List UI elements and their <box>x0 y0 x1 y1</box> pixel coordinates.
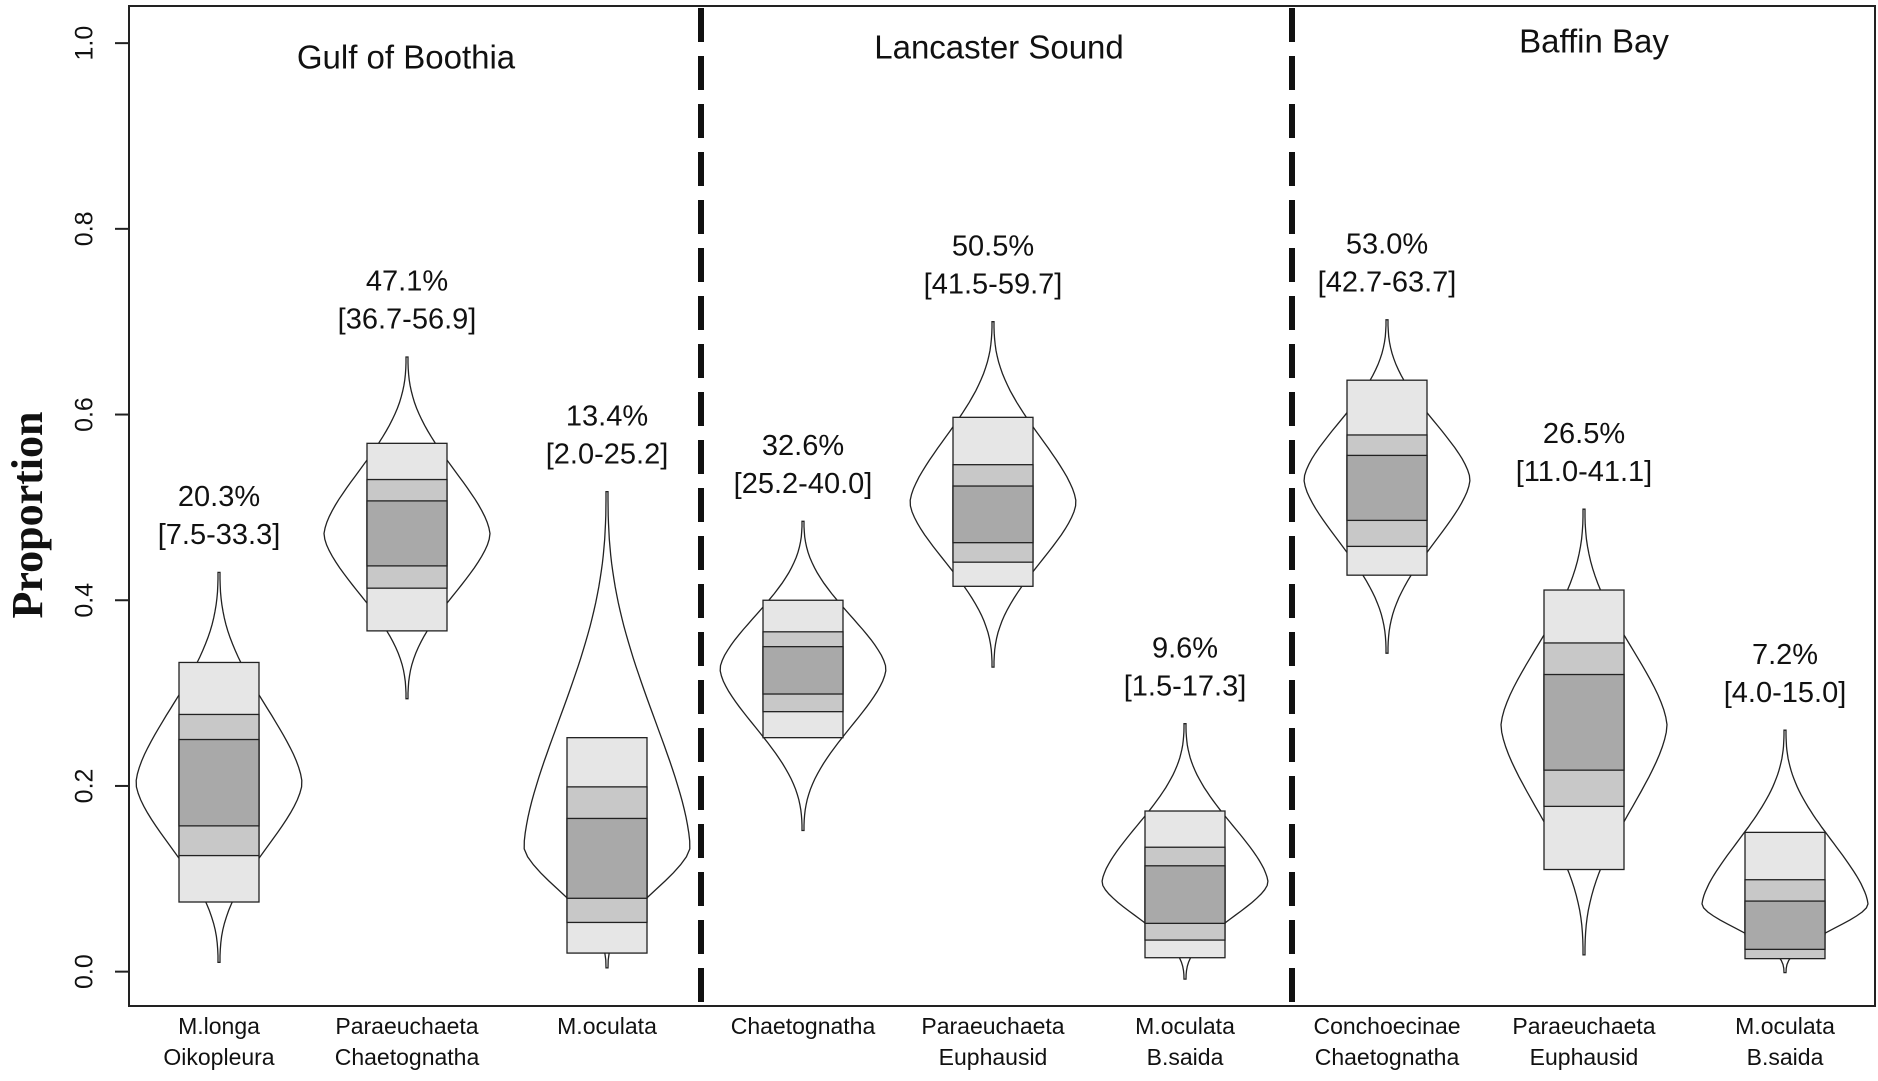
ci-label: [42.7-63.7] <box>1318 266 1457 298</box>
violin <box>523 490 691 969</box>
estimate-label: 9.6% <box>1152 632 1218 664</box>
ci-label: [41.5-59.7] <box>924 268 1063 300</box>
region-title: Gulf of Boothia <box>297 39 516 76</box>
ci-label: [36.7-56.9] <box>338 304 477 336</box>
y-tick-label: 0.0 <box>71 954 99 989</box>
violin <box>909 321 1077 668</box>
x-tick-label: M.oculata <box>557 1013 657 1039</box>
inner-box <box>1144 865 1226 925</box>
x-tick-label: B.saida <box>1147 1044 1224 1070</box>
violin <box>1101 723 1269 980</box>
violin <box>1303 319 1471 654</box>
inner-box <box>178 738 260 827</box>
x-tick-label: Chaetognatha <box>335 1044 480 1070</box>
violin <box>323 356 491 700</box>
estimate-label: 26.5% <box>1543 418 1625 450</box>
estimate-label: 20.3% <box>178 481 260 513</box>
estimate-label: 7.2% <box>1752 639 1818 671</box>
y-axis-label: Proportion <box>3 412 52 619</box>
x-tick-label: Chaetognatha <box>1315 1044 1460 1070</box>
y-tick-label: 0.4 <box>71 583 99 618</box>
x-tick-label: M.longa <box>178 1013 260 1039</box>
inner-box <box>566 817 648 899</box>
x-tick-label: Paraeuchaeta <box>921 1013 1064 1039</box>
region-title: Baffin Bay <box>1519 23 1669 60</box>
violin <box>719 520 887 832</box>
y-tick-label: 0.6 <box>71 397 99 432</box>
inner-box <box>952 485 1034 544</box>
ci-label: [25.2-40.0] <box>734 468 873 500</box>
inner-box <box>762 646 844 695</box>
estimate-label: 32.6% <box>762 430 844 462</box>
ci-label: [11.0-41.1] <box>1516 456 1653 488</box>
x-tick-label: Conchoecinae <box>1313 1013 1460 1039</box>
x-tick-label: M.oculata <box>1135 1013 1235 1039</box>
plot-frame <box>128 5 1876 1007</box>
inner-box <box>366 500 448 567</box>
inner-box <box>1543 673 1625 771</box>
x-tick-label: Chaetognatha <box>731 1013 876 1039</box>
region-title: Lancaster Sound <box>874 29 1124 66</box>
x-tick-label: Euphausid <box>939 1044 1048 1070</box>
x-tick-label: M.oculata <box>1735 1013 1835 1039</box>
inner-box <box>1744 900 1826 951</box>
estimate-label: 13.4% <box>566 400 648 432</box>
x-tick-label: Oikopleura <box>163 1044 274 1070</box>
y-tick-label: 1.0 <box>71 26 99 61</box>
x-tick-label: Paraeuchaeta <box>335 1013 478 1039</box>
inner-box <box>1346 454 1428 522</box>
ci-label: [7.5-33.3] <box>158 519 281 551</box>
violin <box>1701 729 1869 974</box>
violin <box>135 571 303 964</box>
x-tick-label: Euphausid <box>1530 1044 1639 1070</box>
y-tick-label: 0.2 <box>71 769 99 804</box>
ci-label: [2.0-25.2] <box>546 438 669 470</box>
estimate-label: 53.0% <box>1346 228 1428 260</box>
x-tick-label: Paraeuchaeta <box>1512 1013 1655 1039</box>
ci-label: [4.0-15.0] <box>1724 677 1847 709</box>
x-tick-label: B.saida <box>1747 1044 1824 1070</box>
y-tick-label: 0.8 <box>71 211 99 246</box>
violin <box>1500 508 1668 956</box>
estimate-label: 47.1% <box>366 266 448 298</box>
estimate-label: 50.5% <box>952 230 1034 262</box>
ci-label: [1.5-17.3] <box>1124 670 1247 702</box>
